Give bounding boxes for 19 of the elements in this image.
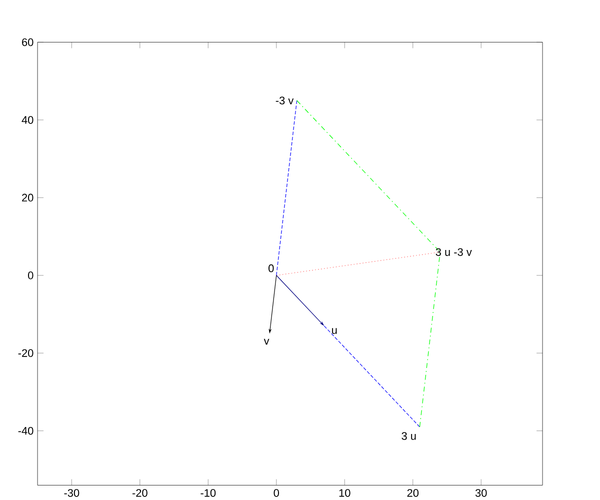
x-tick-label: 20 — [407, 488, 419, 497]
y-tick-label: 20 — [22, 194, 34, 202]
x-tick-label: -20 — [132, 488, 148, 497]
annotation: v — [264, 338, 270, 344]
y-tick-label: 0 — [28, 271, 34, 280]
y-tick-label: 60 — [22, 38, 34, 46]
x-tick-label: -30 — [64, 488, 80, 497]
y-tick-label: -20 — [18, 348, 34, 357]
x-tick-label: -10 — [200, 488, 216, 497]
y-tick-label: -40 — [18, 426, 34, 434]
x-tick-label: 10 — [339, 488, 350, 497]
annotation: 3 u — [402, 432, 416, 440]
annotation: 0 — [268, 264, 274, 272]
annotation: 3 u -3 v — [436, 248, 472, 256]
annotation: -3 v — [276, 96, 294, 104]
x-tick-label: 0 — [274, 488, 279, 497]
annotation: u — [332, 328, 337, 334]
y-tick-label: 40 — [22, 116, 34, 124]
x-tick-label: 30 — [475, 488, 487, 497]
